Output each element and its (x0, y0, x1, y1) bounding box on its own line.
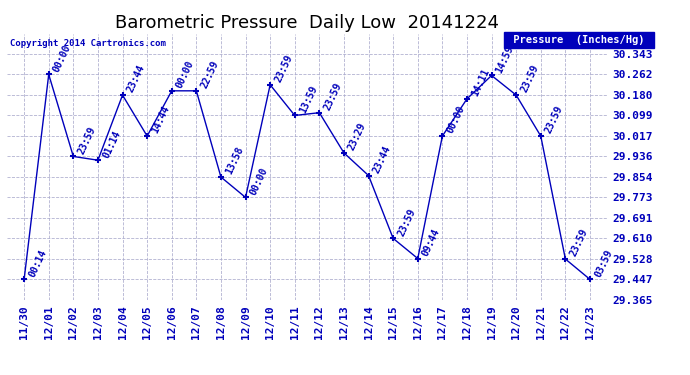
Text: 23:44: 23:44 (371, 144, 393, 175)
Text: 23:59: 23:59 (273, 53, 295, 84)
Text: 13:59: 13:59 (297, 84, 319, 115)
Text: 14:59: 14:59 (494, 44, 516, 75)
Text: 00:00: 00:00 (248, 166, 270, 196)
Text: 13:58: 13:58 (224, 146, 245, 176)
Text: 14:44: 14:44 (150, 105, 171, 135)
Title: Barometric Pressure  Daily Low  20141224: Barometric Pressure Daily Low 20141224 (115, 14, 499, 32)
Text: 03:59: 03:59 (593, 248, 614, 279)
Text: 22:59: 22:59 (199, 59, 221, 90)
Text: 23:59: 23:59 (322, 81, 344, 112)
Text: 23:29: 23:29 (347, 121, 368, 152)
Text: 00:00: 00:00 (445, 105, 466, 135)
Text: 01:14: 01:14 (101, 129, 122, 159)
Text: 09:44: 09:44 (420, 227, 442, 258)
Text: 00:14: 00:14 (27, 248, 48, 279)
Text: 23:59: 23:59 (396, 207, 417, 238)
Text: 23:59: 23:59 (568, 227, 590, 258)
Text: 14:11: 14:11 (470, 67, 491, 98)
Text: Pressure  (Inches/Hg): Pressure (Inches/Hg) (507, 35, 651, 45)
Text: Copyright 2014 Cartronics.com: Copyright 2014 Cartronics.com (10, 39, 166, 48)
Text: 00:00: 00:00 (175, 59, 196, 90)
Text: 23:59: 23:59 (544, 105, 565, 135)
Text: 23:59: 23:59 (76, 125, 97, 156)
Text: 00:00: 00:00 (52, 43, 73, 74)
Text: 23:44: 23:44 (126, 63, 147, 94)
Text: 23:59: 23:59 (519, 63, 540, 94)
